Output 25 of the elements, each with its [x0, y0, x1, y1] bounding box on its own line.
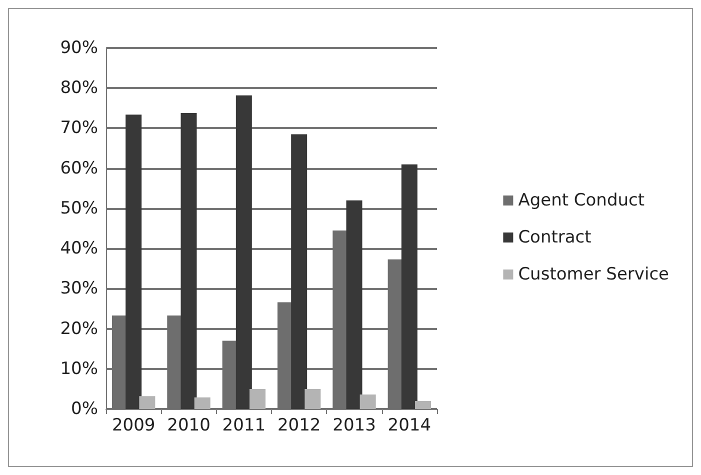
- y-tick-label: 50%: [60, 198, 98, 218]
- y-tick-label: 20%: [60, 318, 98, 339]
- y-tick-label: 0%: [71, 399, 98, 419]
- legend-label: Contract: [518, 228, 592, 248]
- x-tick-label: 2009: [112, 416, 156, 436]
- y-tick-label: 70%: [60, 118, 98, 138]
- y-tick-label: 30%: [60, 278, 98, 299]
- x-tick-label: 2014: [388, 416, 432, 436]
- y-tick-label: 40%: [60, 238, 98, 259]
- y-tick-label: 80%: [60, 78, 98, 98]
- bar: [304, 388, 321, 409]
- legend-label: Agent Conduct: [518, 190, 645, 210]
- y-tick-label: 60%: [60, 158, 98, 178]
- x-tick-label: 2011: [222, 416, 266, 436]
- legend-label: Customer Service: [518, 264, 670, 284]
- bar: [194, 397, 210, 409]
- x-tick-label: 2010: [167, 416, 210, 436]
- x-tick-label: 2013: [332, 416, 376, 436]
- y-tick-label: 90%: [60, 38, 98, 58]
- bar: [139, 396, 156, 409]
- bar: [250, 388, 266, 409]
- y-tick-label: 10%: [60, 358, 98, 379]
- x-tick-label: 2012: [277, 416, 321, 436]
- bar: [415, 400, 432, 409]
- bar: [360, 394, 376, 409]
